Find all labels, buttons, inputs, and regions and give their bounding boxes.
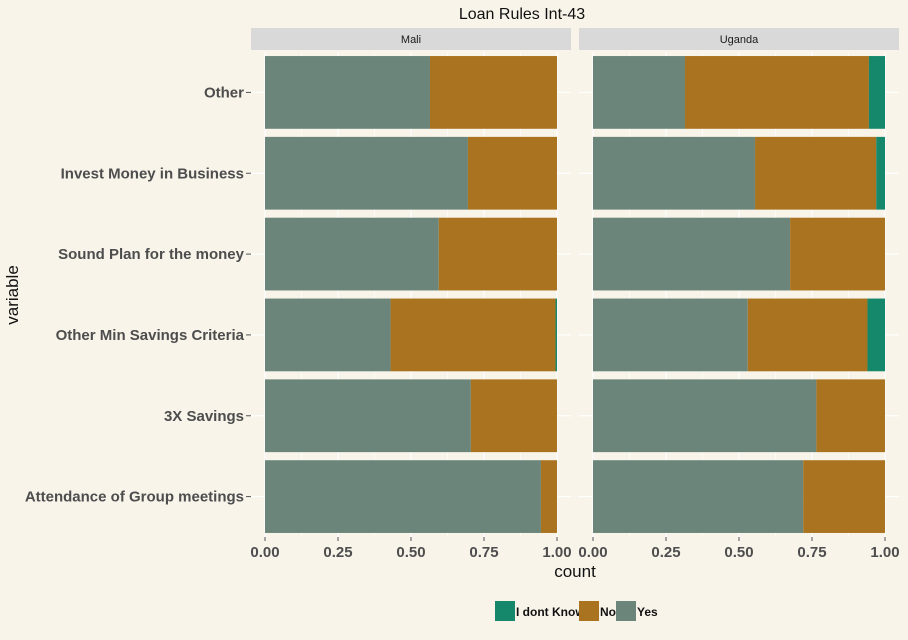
bar-no [816,379,885,453]
y-axis-title: variable [3,265,22,325]
bar-no [684,56,869,129]
bar-yes [265,136,468,210]
bar-no [390,298,556,372]
bar-i-dont-know [867,298,885,372]
x-tick-label: 0.50 [724,544,753,561]
bar-yes [593,136,756,210]
bar-no [540,460,557,533]
x-tick-label: 1.00 [870,544,899,561]
bar-no [790,217,885,291]
category-label: Other Min Savings Criteria [56,327,245,344]
bar-yes [265,217,439,291]
bar-yes [593,298,748,372]
panel-uganda: Uganda 0.00 0.25 0.50 0.75 1.00 [578,28,900,561]
x-tick-label: 0.00 [250,544,279,561]
x-tick-label: 0.75 [469,544,498,561]
legend-label: Yes [637,605,658,619]
bar-no [803,460,885,533]
bar-i-dont-know [555,298,557,372]
panel-mali: Mali 0.00 0.25 0.50 0.75 1.00 [250,28,572,561]
bar-yes [593,217,791,291]
category-label: Sound Plan for the money [58,246,245,263]
bar-no [438,217,557,291]
bar-yes [593,56,685,129]
x-tick-label: 1.00 [542,544,571,561]
bar-i-dont-know [876,136,885,210]
facet-strip [251,28,571,50]
legend-key [579,601,599,621]
category-label: Other [204,84,244,101]
bar-yes [265,460,541,533]
x-tick-label: 0.25 [651,544,680,561]
facet-strip [579,28,899,50]
legend-key [495,601,515,621]
legend-key [616,601,636,621]
bar-yes [593,379,817,453]
legend-label: No [600,605,616,619]
facet-strip-label: Mali [401,34,421,46]
facet-strip-label: Uganda [720,34,759,46]
legend-label: I dont Know [516,605,585,619]
bar-no [747,298,868,372]
bar-yes [265,379,471,453]
category-label: Invest Money in Business [61,165,244,182]
bar-i-dont-know [868,56,885,129]
category-label: Attendance of Group meetings [25,489,244,506]
bar-yes [593,460,804,533]
bar-no [467,136,557,210]
x-axis-title: count [554,562,596,581]
legend: I dont Know No Yes [495,601,658,621]
bar-no [755,136,877,210]
bar-no [429,56,557,129]
x-tick-label: 0.00 [578,544,607,561]
bar-no [470,379,557,453]
bar-yes [265,298,391,372]
bar-yes [265,56,430,129]
chart-title: Loan Rules Int-43 [459,6,585,23]
x-tick-label: 0.25 [323,544,352,561]
category-label: 3X Savings [164,408,244,425]
x-tick-label: 0.75 [797,544,826,561]
x-tick-label: 0.50 [396,544,425,561]
